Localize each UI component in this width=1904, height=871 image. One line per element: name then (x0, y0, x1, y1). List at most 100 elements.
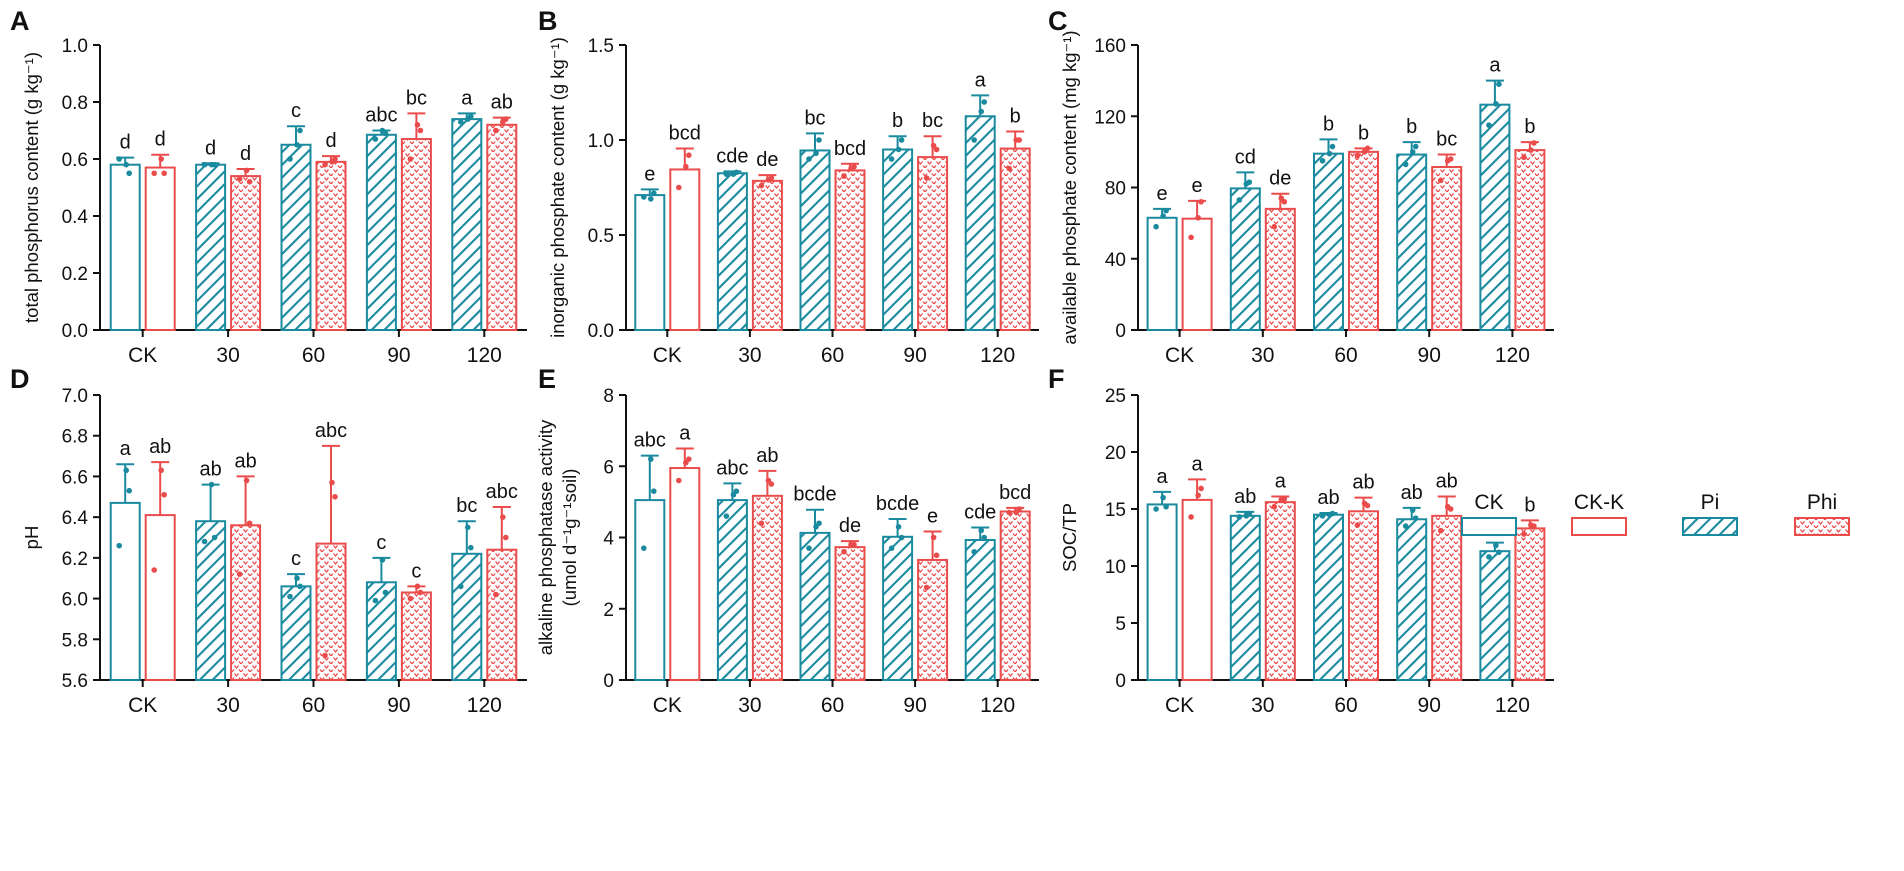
data-point-teal (1486, 554, 1492, 560)
y-tick-label: 1.5 (588, 36, 614, 57)
data-point-red (1278, 497, 1285, 503)
data-point-red (1437, 177, 1444, 184)
data-point-red (1354, 522, 1361, 528)
x-tick-label: 30 (216, 344, 239, 367)
data-point-red (1195, 492, 1201, 499)
y-axis-title: alkaline phosphatase activity (535, 419, 556, 655)
x-tick-label: CK (1165, 344, 1194, 367)
data-point-teal (372, 136, 379, 142)
data-point-teal (641, 545, 647, 551)
data-point-teal (1409, 149, 1416, 155)
significance-letter-red: e (1192, 175, 1203, 197)
x-tick-label: 120 (980, 694, 1015, 717)
data-point-teal (651, 190, 657, 196)
bar-red (486, 123, 518, 331)
data-point-red (676, 184, 682, 191)
bar-red (834, 546, 866, 682)
bar-teal (1396, 518, 1428, 682)
data-point-red (407, 595, 414, 602)
data-point-red (686, 152, 692, 158)
y-tick-label: 0 (1115, 321, 1126, 342)
bar-red (999, 510, 1031, 681)
bar-teal (716, 172, 748, 331)
data-point-red (1188, 234, 1194, 241)
data-point-red (848, 165, 854, 172)
legend-swatch-ck-k (1571, 517, 1627, 536)
significance-letter-teal: cd (1235, 146, 1256, 168)
data-point-teal (379, 557, 386, 563)
significance-letter-teal: bcde (793, 484, 836, 506)
y-tick-label: 0.6 (62, 150, 88, 171)
data-point-teal (116, 156, 122, 162)
data-point-teal (1402, 161, 1409, 168)
significance-letter-teal: e (1157, 183, 1168, 205)
data-point-teal (806, 545, 812, 551)
significance-letter-red: ab (1436, 470, 1458, 492)
significance-letter-teal: d (205, 137, 216, 159)
y-tick-label: 10 (1105, 557, 1126, 578)
data-point-teal (813, 150, 819, 157)
bar-red (1264, 501, 1296, 681)
significance-letter-red: d (155, 129, 166, 151)
data-point-teal (1243, 181, 1250, 187)
significance-letter-teal: b (1406, 116, 1417, 138)
data-point-teal (888, 156, 895, 162)
data-point-red (1361, 149, 1368, 155)
data-point-red (329, 159, 335, 165)
data-point-teal (379, 127, 386, 134)
y-tick-label: 0.2 (62, 264, 88, 285)
x-tick-label: 120 (467, 344, 502, 367)
panel-label: D (10, 364, 30, 394)
data-point-teal (458, 119, 464, 125)
data-point-red (1521, 154, 1527, 161)
y-tick-label: 0.0 (588, 321, 614, 342)
significance-letter-teal: a (1489, 55, 1501, 77)
data-point-teal (1496, 81, 1502, 87)
data-point-red (161, 170, 167, 177)
data-point-red (933, 146, 940, 153)
data-point-teal (895, 524, 902, 530)
data-point-red (1528, 147, 1534, 153)
bar-teal (109, 501, 141, 681)
legend-swatch-phi (1794, 517, 1850, 536)
panel-label: C (1048, 6, 1068, 36)
significance-letter-red: e (927, 505, 938, 527)
y-tick-label: 0.8 (62, 93, 88, 114)
y-tick-label: 1.0 (588, 131, 614, 152)
data-point-teal (1326, 150, 1333, 157)
data-point-teal (468, 544, 474, 551)
significance-letter-teal: b (892, 110, 903, 132)
data-point-teal (1329, 143, 1336, 150)
data-point-teal (1496, 549, 1502, 556)
data-point-red (1195, 214, 1201, 221)
data-point-red (246, 520, 253, 527)
significance-letter-red: ab (234, 450, 256, 472)
data-point-red (407, 156, 414, 162)
data-point-teal (806, 156, 812, 162)
data-point-teal (895, 146, 902, 153)
data-point-teal (372, 597, 379, 604)
legend: CK CK-K Pi Phi (1461, 491, 1850, 536)
significance-letter-teal: a (120, 438, 132, 460)
data-point-red (765, 177, 772, 183)
x-tick-label: 60 (821, 344, 844, 367)
panel-label: F (1048, 364, 1065, 394)
data-point-teal (981, 99, 987, 105)
x-tick-label: 60 (821, 694, 844, 717)
bar-red (1181, 217, 1213, 331)
data-point-teal (1163, 207, 1169, 214)
significance-letter-teal: bc (456, 495, 477, 517)
bar-teal (1146, 216, 1178, 331)
legend-label: Phi (1807, 491, 1837, 514)
significance-letter-red: ab (491, 92, 513, 114)
bar-red (230, 175, 262, 331)
data-point-red (246, 179, 253, 185)
data-point-red (933, 552, 940, 559)
data-point-teal (297, 583, 303, 590)
bar-teal (1313, 513, 1344, 682)
significance-letter-red: bcd (999, 482, 1031, 504)
significance-letter-teal: abc (716, 457, 748, 479)
y-tick-label: 6.0 (62, 590, 88, 611)
data-point-teal (1402, 523, 1409, 529)
significance-letter-red: bc (1436, 129, 1457, 151)
